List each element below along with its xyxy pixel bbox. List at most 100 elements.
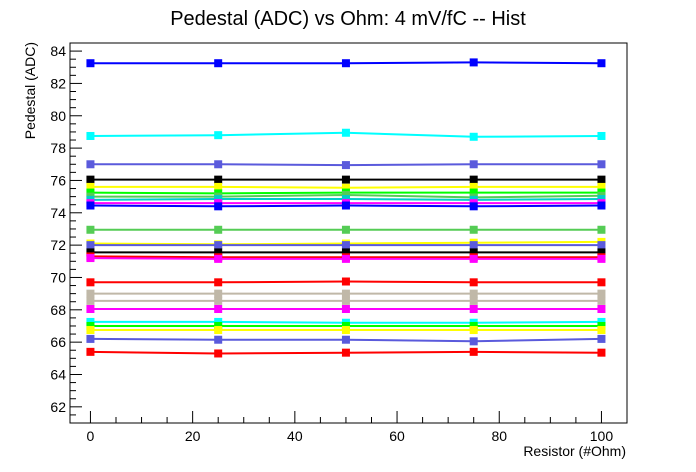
series-point: [214, 305, 223, 313]
x-tick-label: 0: [87, 428, 95, 444]
series-point: [341, 201, 350, 210]
series-point: [341, 348, 350, 357]
x-tick-label: 80: [491, 428, 507, 444]
series-point: [341, 59, 350, 68]
series-point: [214, 248, 223, 257]
y-tick-label: 62: [50, 399, 66, 415]
series-point: [341, 175, 350, 184]
series-point: [597, 160, 606, 169]
series-point: [86, 326, 95, 335]
series-point: [597, 248, 606, 257]
series-point: [469, 188, 478, 197]
series-point: [341, 241, 350, 250]
series-point: [341, 296, 350, 305]
series-point: [86, 296, 95, 305]
series-point: [341, 335, 350, 344]
series-point: [469, 289, 478, 298]
series-point: [86, 334, 95, 343]
series-point: [214, 241, 223, 250]
y-tick-label: 68: [50, 302, 66, 318]
series-point: [469, 347, 478, 356]
y-tick-label: 78: [50, 140, 66, 156]
series-point: [341, 161, 350, 170]
series-point: [597, 317, 606, 326]
series-point: [597, 326, 606, 335]
series-point: [469, 296, 478, 305]
series-point: [86, 175, 95, 184]
x-tick-label: 20: [185, 428, 201, 444]
series-point: [214, 289, 223, 298]
series-point: [597, 296, 606, 305]
series-point: [86, 59, 95, 68]
y-tick-label: 74: [50, 205, 66, 221]
y-tick-label: 84: [50, 43, 66, 59]
series-point: [597, 175, 606, 184]
series-point: [214, 254, 223, 263]
series-point: [597, 59, 606, 68]
series-point: [469, 321, 478, 330]
series-point: [214, 326, 223, 335]
series-point: [341, 321, 350, 330]
y-tick-label: 76: [50, 172, 66, 188]
series-point: [341, 191, 350, 199]
series-point: [597, 321, 606, 330]
series-point: [214, 195, 223, 204]
series-point: [86, 131, 95, 140]
series-point: [214, 182, 223, 191]
plot-frame: [69, 42, 628, 424]
series-point: [469, 337, 478, 346]
series-point: [597, 334, 606, 343]
series-point: [86, 241, 95, 250]
series-point: [469, 326, 478, 335]
series-point: [341, 289, 350, 298]
series-point: [469, 248, 478, 257]
series-point: [214, 321, 223, 330]
series-point: [214, 225, 223, 234]
series-point: [597, 195, 606, 204]
series-point: [597, 305, 606, 313]
y-tick-label: 72: [50, 237, 66, 253]
series-point: [597, 348, 606, 357]
series-point: [214, 317, 223, 326]
series-point: [469, 132, 478, 141]
series-point: [86, 347, 95, 356]
series-point: [341, 326, 350, 335]
series-point: [341, 128, 350, 137]
series-point: [341, 254, 350, 263]
series-point: [214, 278, 223, 287]
y-tick-label: 80: [50, 108, 66, 124]
series-point: [341, 277, 350, 286]
series-point: [469, 58, 478, 67]
series-point: [214, 175, 223, 184]
series-point: [469, 305, 478, 313]
series-point: [214, 59, 223, 68]
series-point: [597, 254, 606, 263]
series-point: [86, 248, 95, 257]
series-point: [597, 241, 606, 250]
x-axis-label: Resistor (#Ohm): [523, 443, 626, 459]
series-point: [86, 317, 95, 326]
series-point: [86, 289, 95, 298]
series-point: [86, 305, 95, 313]
series-point: [214, 349, 223, 358]
chart-title: Pedestal (ADC) vs Ohm: 4 mV/fC -- Hist: [170, 8, 526, 30]
x-tick-label: 40: [287, 428, 303, 444]
series-point: [469, 160, 478, 169]
series-point: [597, 278, 606, 287]
plot-area: 0 20 40 60 80 100 62 64 66 68 70 72 74 76 78 80 82 84: [50, 42, 628, 444]
series-point: [341, 195, 350, 204]
series-point: [469, 182, 478, 191]
y-tick-label: 66: [50, 334, 66, 350]
y-tick-label: 64: [50, 366, 66, 382]
series-point: [597, 289, 606, 298]
series-point: [597, 131, 606, 140]
series-point: [214, 202, 223, 211]
series-point: [469, 254, 478, 263]
series-point: [341, 248, 350, 257]
series-point: [341, 183, 350, 192]
y-tick-label: 82: [50, 75, 66, 91]
series-point: [469, 175, 478, 184]
